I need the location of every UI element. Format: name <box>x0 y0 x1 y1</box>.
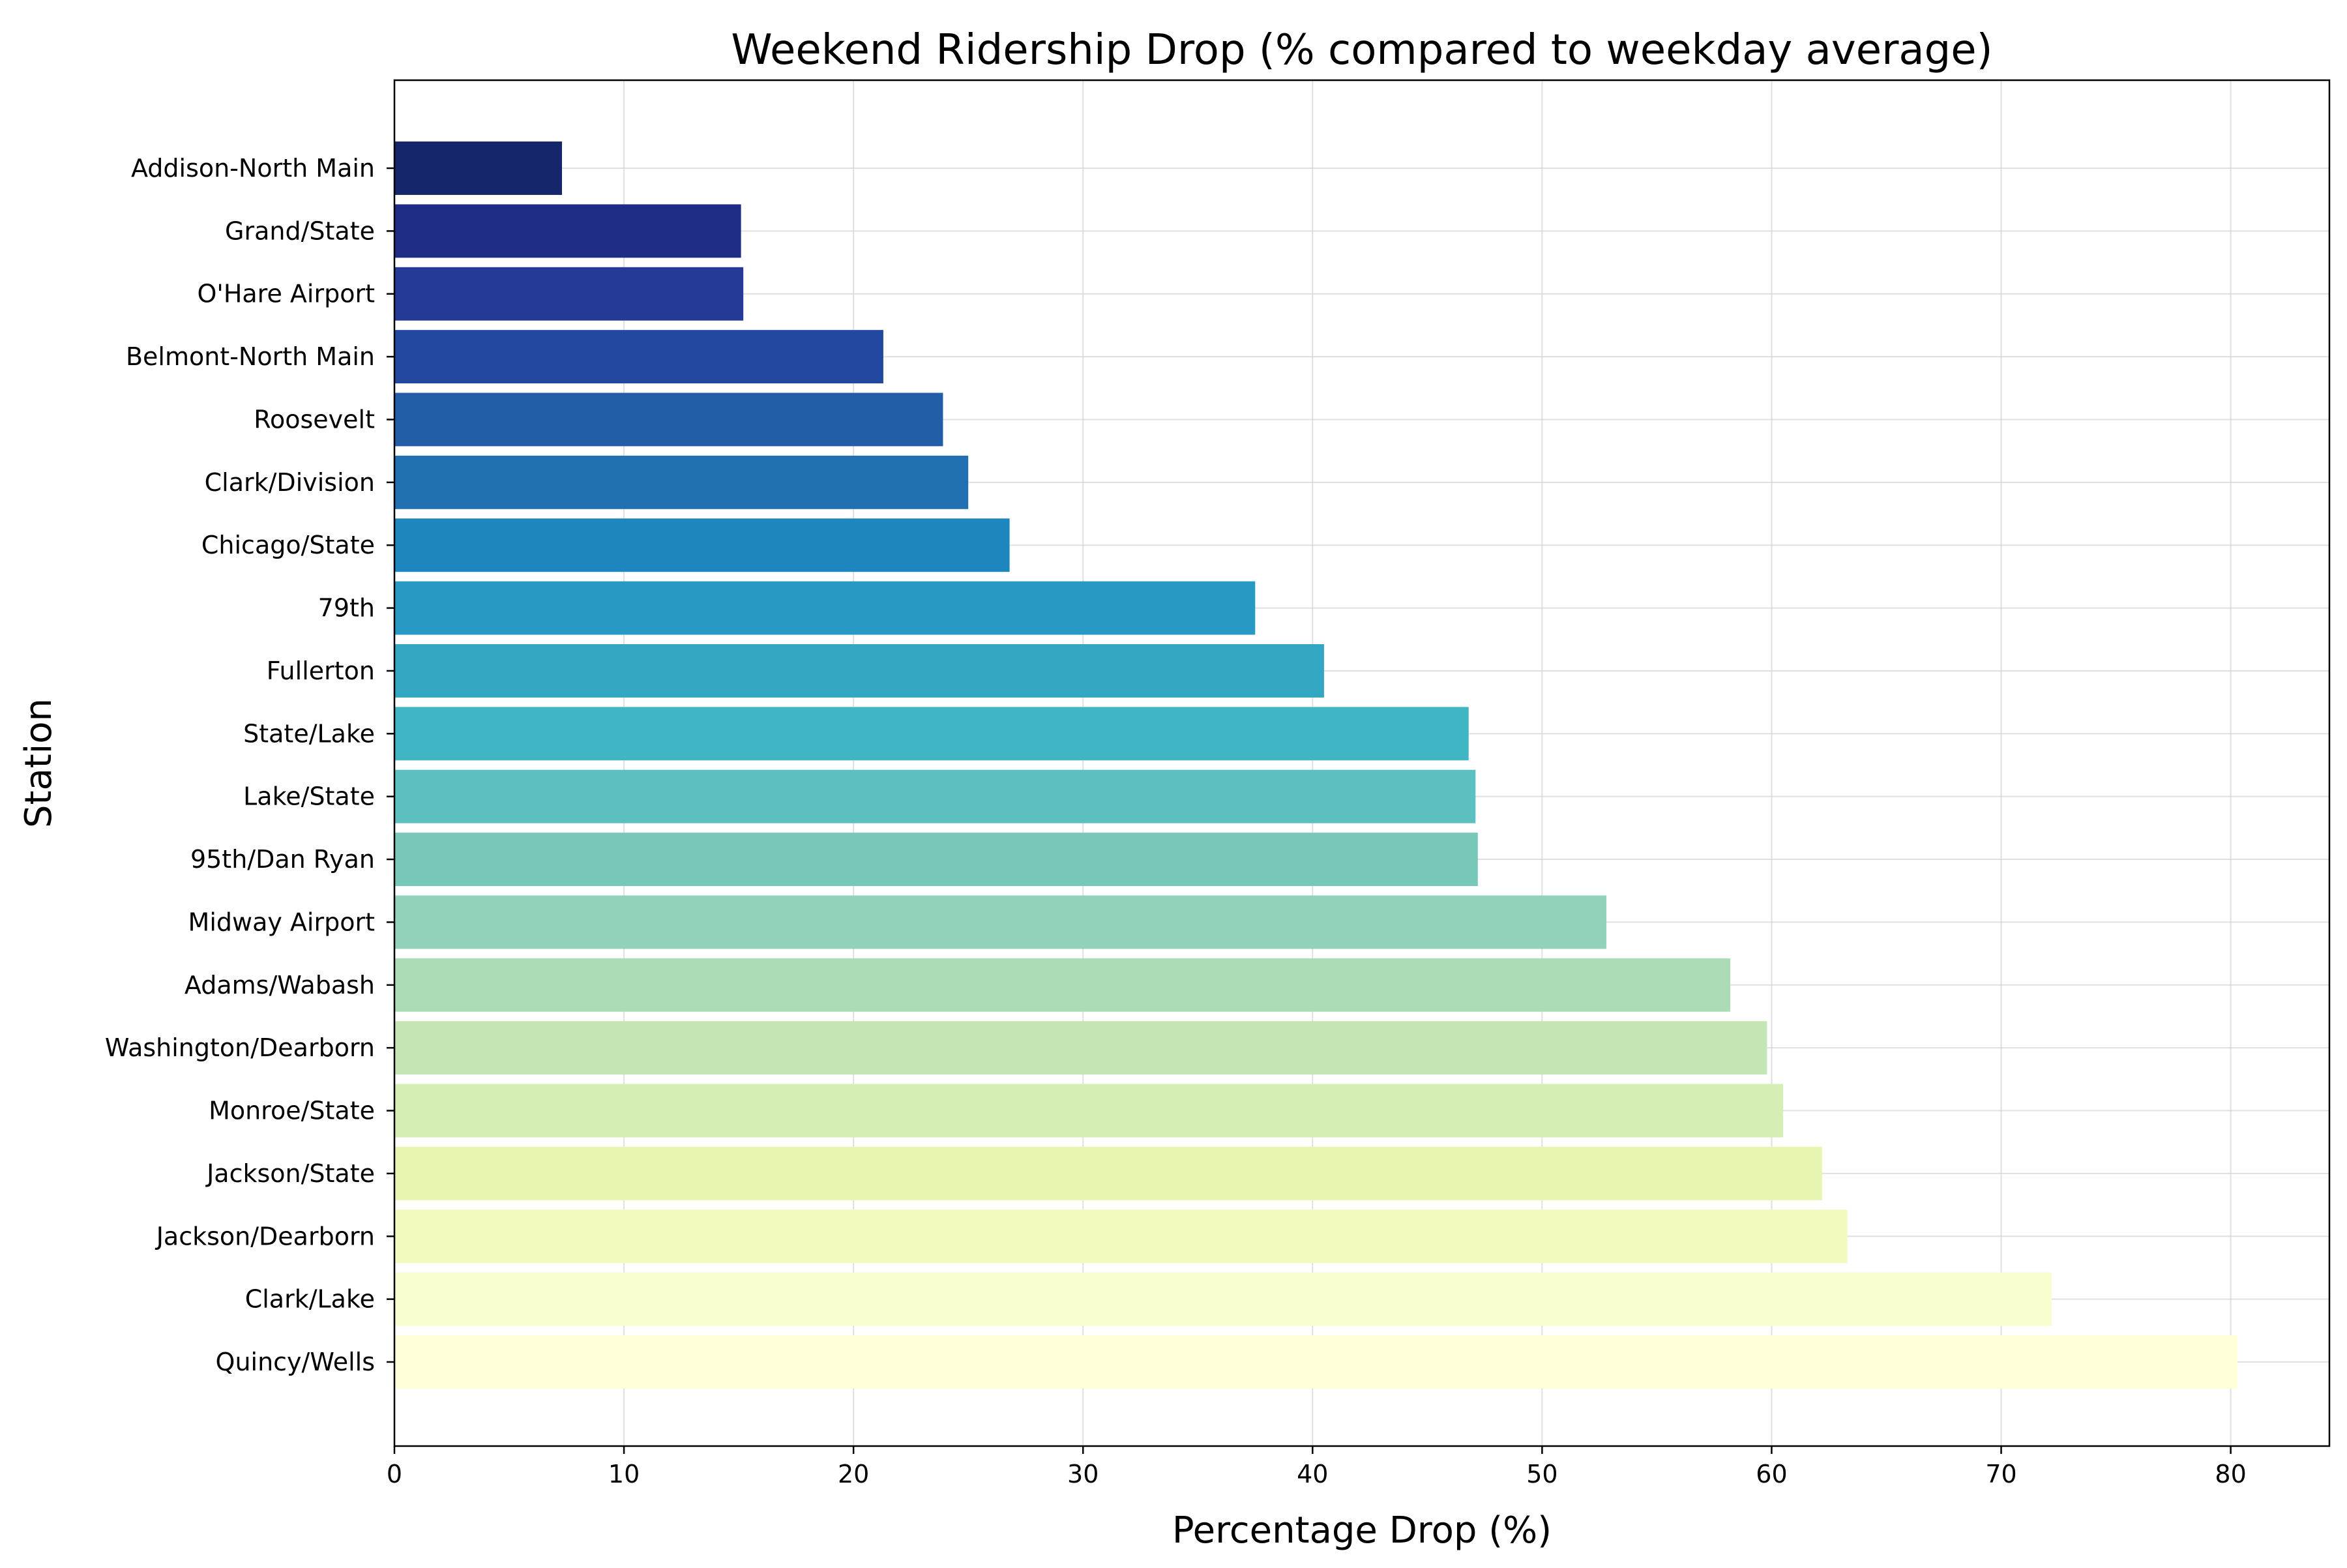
y-tick-label: Clark/Division <box>205 468 375 497</box>
y-tick-label: 79th <box>318 594 375 623</box>
y-tick-label: Midway Airport <box>188 908 375 936</box>
y-tick-label: Quincy/Wells <box>216 1348 375 1376</box>
y-tick-label: Addison-North Main <box>131 154 375 183</box>
y-tick-label: Jackson/State <box>205 1159 375 1188</box>
bar <box>394 707 1469 761</box>
x-axis-label: Percentage Drop (%) <box>1172 1509 1552 1552</box>
bar <box>394 1084 1784 1138</box>
y-tick-label: 95th/Dan Ryan <box>190 845 375 874</box>
y-tick-label: O'Hare Airport <box>197 280 375 308</box>
chart-title: Weekend Ridership Drop (% compared to we… <box>731 26 1992 74</box>
y-tick-label: Washington/Dearborn <box>105 1033 375 1062</box>
bar <box>394 204 741 258</box>
bar <box>394 455 969 509</box>
bar <box>394 1272 2052 1326</box>
bar <box>394 643 1324 698</box>
y-tick-label: Chicago/State <box>201 531 375 559</box>
bar <box>394 895 1606 949</box>
y-tick-label: Grand/State <box>225 216 375 245</box>
y-tick-label: Belmont-North Main <box>126 342 375 371</box>
x-tick-label: 80 <box>2215 1460 2246 1488</box>
x-tick-label: 70 <box>1985 1460 2016 1488</box>
bar-layer <box>394 141 2238 1389</box>
bar <box>394 330 883 384</box>
x-tick-label: 20 <box>838 1460 869 1488</box>
y-tick-label: Roosevelt <box>254 405 375 434</box>
y-tick-label: State/Lake <box>243 719 375 748</box>
bar <box>394 392 943 447</box>
y-tick-label: Monroe/State <box>209 1097 375 1125</box>
bar <box>394 518 1010 572</box>
bar <box>394 1209 1848 1264</box>
plot-frame <box>393 79 2331 1447</box>
bar <box>394 769 1476 823</box>
bar <box>394 833 1478 887</box>
y-tick-label: Lake/State <box>243 782 375 811</box>
x-tick-label: 40 <box>1297 1460 1328 1488</box>
x-tick-label: 50 <box>1526 1460 1557 1488</box>
y-axis-label: Station <box>18 698 60 828</box>
y-tick-label: Adams/Wabash <box>185 971 375 999</box>
x-tick-label: 30 <box>1067 1460 1099 1488</box>
bar <box>394 1335 2238 1389</box>
x-tick-label: 0 <box>387 1460 402 1488</box>
y-tick-label: Jackson/Dearborn <box>155 1222 375 1250</box>
bar <box>394 1021 1767 1075</box>
bar <box>394 581 1256 635</box>
bar <box>394 1146 1822 1200</box>
bar <box>394 958 1731 1012</box>
bar <box>394 267 744 321</box>
x-tick-label: 10 <box>608 1460 640 1488</box>
bar <box>394 141 563 195</box>
y-tick-label: Clark/Lake <box>245 1285 375 1314</box>
x-tick-label: 60 <box>1756 1460 1787 1488</box>
tick-layer: 0 10 20 30 40 50 60 70 80 Addison-North Main Grand… <box>105 154 2247 1488</box>
y-tick-label: Fullerton <box>267 657 375 685</box>
